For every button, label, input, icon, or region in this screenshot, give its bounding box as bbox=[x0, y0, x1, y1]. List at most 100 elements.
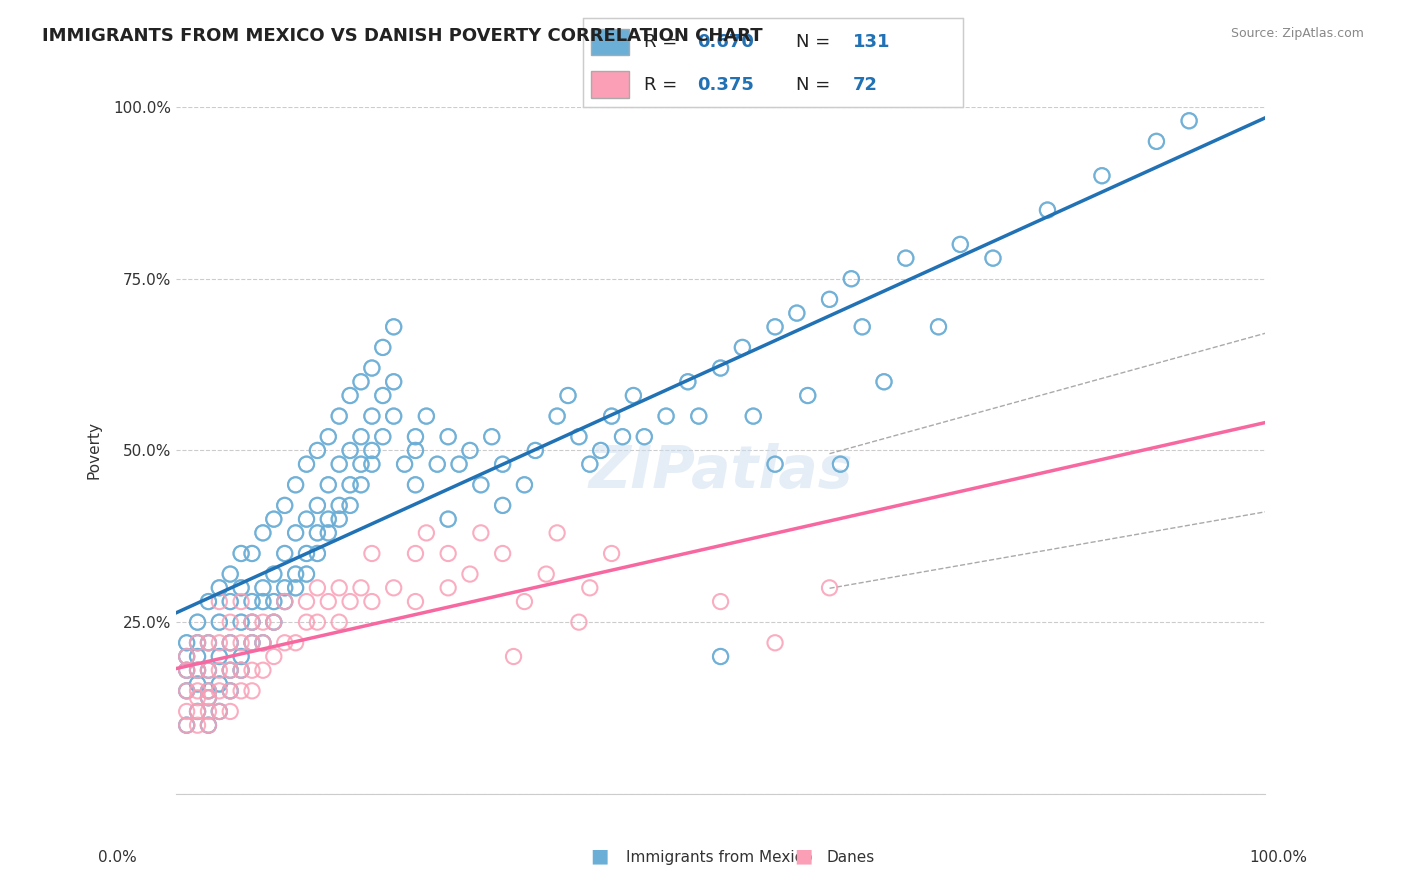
Point bbox=[339, 499, 361, 513]
Point bbox=[240, 594, 263, 608]
Point bbox=[208, 663, 231, 677]
Text: ■: ■ bbox=[591, 847, 609, 865]
Text: ZIPatlas: ZIPatlas bbox=[588, 442, 853, 500]
Point bbox=[240, 615, 263, 630]
Point bbox=[405, 430, 427, 444]
Text: 100.0%: 100.0% bbox=[1250, 850, 1308, 865]
Point bbox=[186, 683, 209, 698]
Text: Immigrants from Mexico: Immigrants from Mexico bbox=[626, 850, 813, 865]
Point bbox=[1091, 169, 1114, 183]
Point bbox=[240, 663, 263, 677]
Point bbox=[415, 525, 437, 540]
Point bbox=[437, 581, 460, 595]
Point bbox=[231, 683, 253, 698]
Point bbox=[328, 512, 350, 526]
Point bbox=[274, 594, 297, 608]
Point bbox=[513, 478, 536, 492]
Point bbox=[197, 705, 219, 719]
Point bbox=[208, 615, 231, 630]
Point bbox=[186, 663, 209, 677]
Point bbox=[405, 546, 427, 561]
Point bbox=[818, 293, 841, 307]
Point bbox=[219, 594, 242, 608]
Point bbox=[928, 319, 950, 334]
Point bbox=[263, 615, 285, 630]
Point bbox=[676, 375, 699, 389]
Point bbox=[284, 525, 307, 540]
Point bbox=[231, 663, 253, 677]
Point bbox=[579, 457, 602, 471]
Point bbox=[176, 683, 198, 698]
Point bbox=[231, 663, 253, 677]
FancyBboxPatch shape bbox=[591, 71, 628, 98]
Point bbox=[742, 409, 765, 423]
Point bbox=[219, 683, 242, 698]
Point bbox=[263, 594, 285, 608]
Point bbox=[481, 430, 503, 444]
Point bbox=[1091, 169, 1114, 183]
Point bbox=[231, 594, 253, 608]
Point bbox=[949, 237, 972, 252]
Point bbox=[197, 690, 219, 705]
Point bbox=[470, 478, 492, 492]
Point bbox=[263, 649, 285, 664]
Point bbox=[328, 512, 350, 526]
Text: 0.375: 0.375 bbox=[697, 76, 754, 94]
Text: 72: 72 bbox=[853, 76, 877, 94]
Point bbox=[350, 478, 373, 492]
Point bbox=[763, 319, 786, 334]
Point bbox=[208, 615, 231, 630]
Point bbox=[426, 457, 449, 471]
Point bbox=[186, 718, 209, 732]
Point bbox=[371, 340, 394, 354]
Point bbox=[318, 478, 340, 492]
Point bbox=[240, 594, 263, 608]
Point bbox=[492, 499, 515, 513]
Point bbox=[208, 581, 231, 595]
Point bbox=[339, 443, 361, 458]
Point bbox=[307, 525, 329, 540]
Point bbox=[295, 567, 318, 582]
Point bbox=[240, 615, 263, 630]
Point bbox=[328, 409, 350, 423]
Point bbox=[274, 636, 297, 650]
Point bbox=[295, 594, 318, 608]
Point bbox=[405, 443, 427, 458]
Point bbox=[546, 525, 568, 540]
Point bbox=[1036, 203, 1059, 218]
Point bbox=[426, 457, 449, 471]
Text: 0.0%: 0.0% bbox=[98, 850, 138, 865]
Point bbox=[1178, 113, 1201, 128]
Point bbox=[307, 499, 329, 513]
Point bbox=[415, 409, 437, 423]
Point bbox=[186, 649, 209, 664]
Point bbox=[513, 594, 536, 608]
Text: 131: 131 bbox=[853, 33, 890, 51]
Point bbox=[176, 663, 198, 677]
Point bbox=[360, 443, 382, 458]
Point bbox=[328, 581, 350, 595]
Point bbox=[284, 581, 307, 595]
Point bbox=[231, 615, 253, 630]
Point bbox=[546, 409, 568, 423]
Point bbox=[176, 683, 198, 698]
Point bbox=[405, 443, 427, 458]
FancyBboxPatch shape bbox=[591, 29, 628, 55]
Point bbox=[240, 683, 263, 698]
Point bbox=[415, 409, 437, 423]
Point bbox=[405, 594, 427, 608]
Point bbox=[742, 409, 765, 423]
Point bbox=[513, 478, 536, 492]
Point bbox=[263, 567, 285, 582]
Point bbox=[949, 237, 972, 252]
Point bbox=[350, 430, 373, 444]
Point bbox=[339, 388, 361, 402]
Point bbox=[295, 546, 318, 561]
Point bbox=[405, 430, 427, 444]
Point bbox=[360, 409, 382, 423]
Point bbox=[328, 409, 350, 423]
Point bbox=[274, 546, 297, 561]
Text: Source: ZipAtlas.com: Source: ZipAtlas.com bbox=[1230, 27, 1364, 40]
Point bbox=[274, 499, 297, 513]
Point bbox=[219, 705, 242, 719]
